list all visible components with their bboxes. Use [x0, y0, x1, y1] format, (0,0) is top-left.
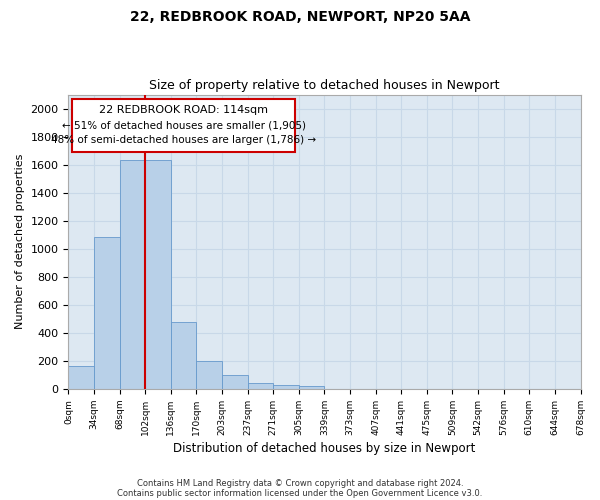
Bar	[299, 386, 325, 389]
Bar	[222, 375, 248, 389]
Text: Contains HM Land Registry data © Crown copyright and database right 2024.: Contains HM Land Registry data © Crown c…	[137, 478, 463, 488]
Bar	[145, 160, 171, 389]
Text: 48% of semi-detached houses are larger (1,786) →: 48% of semi-detached houses are larger (…	[51, 136, 316, 145]
Bar	[196, 361, 222, 389]
Text: ← 51% of detached houses are smaller (1,905): ← 51% of detached houses are smaller (1,…	[62, 120, 305, 130]
Bar	[171, 322, 196, 389]
Text: Contains public sector information licensed under the Open Government Licence v3: Contains public sector information licen…	[118, 488, 482, 498]
Text: 22, REDBROOK ROAD, NEWPORT, NP20 5AA: 22, REDBROOK ROAD, NEWPORT, NP20 5AA	[130, 10, 470, 24]
X-axis label: Distribution of detached houses by size in Newport: Distribution of detached houses by size …	[173, 442, 476, 455]
FancyBboxPatch shape	[72, 99, 295, 152]
Bar	[68, 366, 94, 389]
Bar	[94, 237, 119, 389]
Bar	[248, 382, 273, 389]
Bar	[273, 386, 299, 389]
Y-axis label: Number of detached properties: Number of detached properties	[15, 154, 25, 330]
Bar	[119, 160, 145, 389]
Text: 22 REDBROOK ROAD: 114sqm: 22 REDBROOK ROAD: 114sqm	[99, 106, 268, 116]
Title: Size of property relative to detached houses in Newport: Size of property relative to detached ho…	[149, 79, 500, 92]
